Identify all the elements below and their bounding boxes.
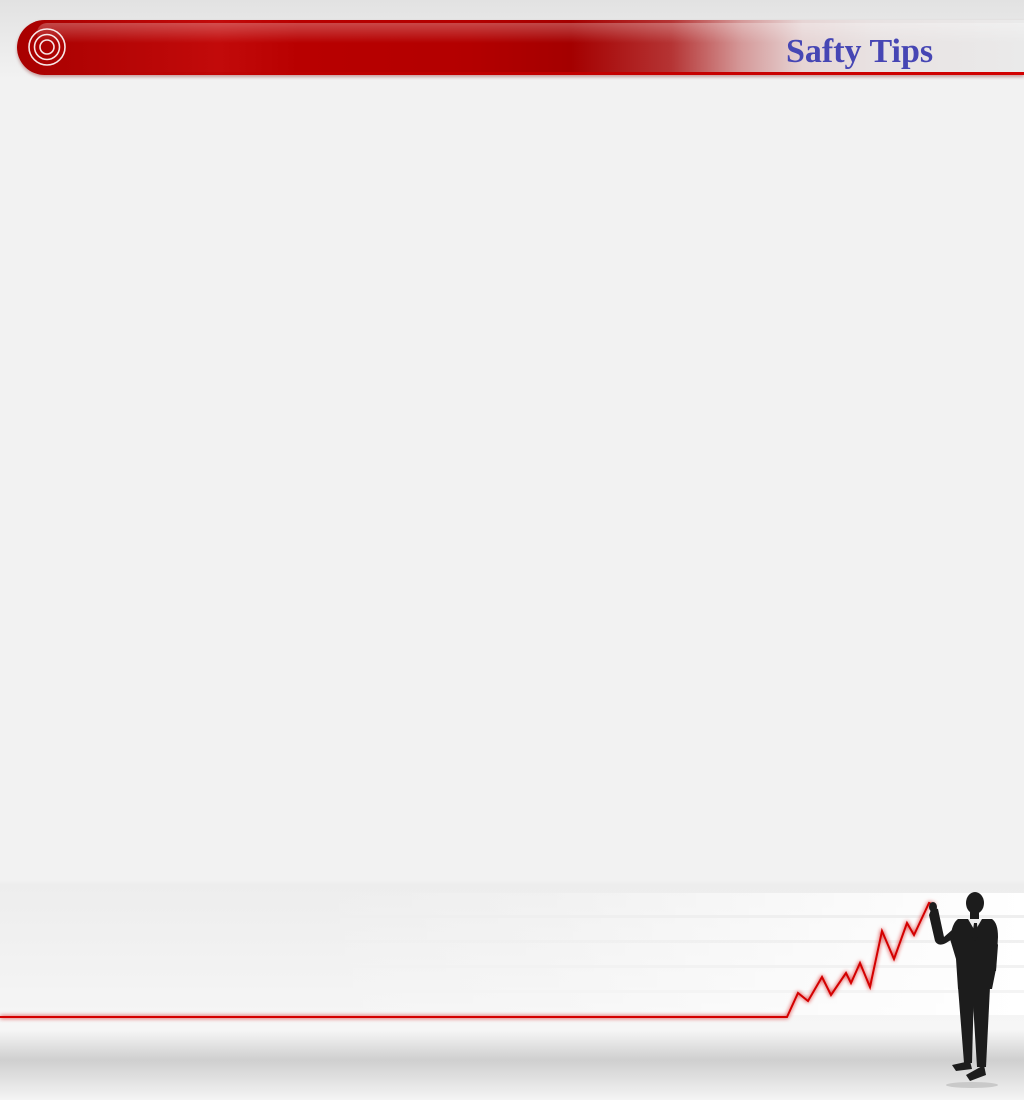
growth-line-graph — [0, 901, 936, 1018]
content-area — [0, 80, 1024, 880]
header-underline — [40, 72, 1024, 75]
businessman-silhouette-icon — [929, 892, 998, 1088]
footer-grid-lines — [300, 893, 1024, 1015]
header-banner — [17, 20, 1024, 75]
header-title: Safty Tips — [786, 33, 934, 70]
target-icon — [28, 28, 66, 66]
